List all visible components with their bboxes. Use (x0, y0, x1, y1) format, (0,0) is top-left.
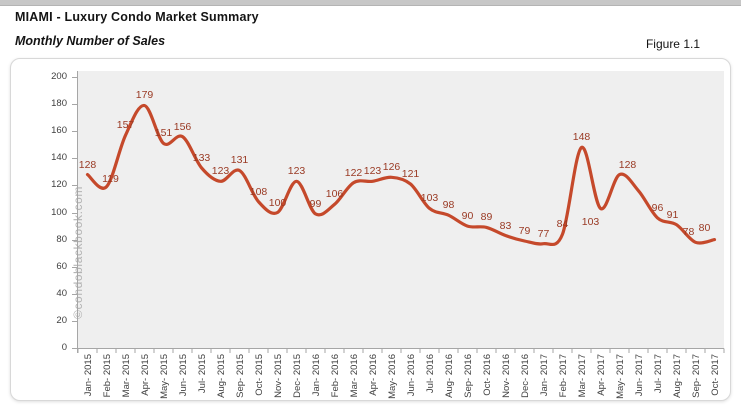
data-point-label: 106 (325, 188, 344, 201)
data-point-label: 133 (192, 151, 211, 164)
x-tick-label: Feb- 2016 (329, 354, 341, 398)
x-tick-label: Sep- 2017 (690, 354, 702, 398)
x-tick-label: Jan- 2016 (310, 354, 322, 397)
y-tick-label: 20 (56, 314, 67, 326)
x-tick-label: Oct- 2016 (481, 354, 493, 396)
data-point-label: 89 (480, 211, 493, 224)
data-point-label: 78 (682, 226, 695, 239)
x-tick-label: Jan- 2017 (538, 354, 550, 397)
data-point-label: 77 (537, 227, 550, 240)
y-tick-label: 180 (51, 98, 67, 110)
x-tick-label: Feb- 2017 (557, 354, 569, 398)
data-point-label: 123 (211, 165, 230, 178)
x-tick-label: Aug- 2016 (443, 354, 455, 398)
x-tick-label: Aug- 2015 (215, 354, 227, 398)
x-tick-label: Apr- 2015 (139, 354, 151, 396)
x-tick-label: Jul- 2016 (424, 354, 436, 394)
data-point-label: 80 (698, 221, 711, 234)
data-point-label: 108 (249, 185, 268, 198)
data-point-label: 83 (499, 219, 512, 232)
data-point-label: 131 (230, 154, 249, 167)
x-tick-label: Jul- 2015 (196, 354, 208, 394)
y-tick-label: 140 (51, 152, 67, 164)
data-point-label: 126 (382, 161, 401, 174)
sales-line-series (85, 103, 717, 247)
data-point-label: 100 (268, 196, 287, 209)
data-point-label: 99 (309, 197, 322, 210)
x-tick-label: Oct- 2017 (709, 354, 721, 396)
data-point-label: 91 (666, 208, 679, 221)
y-tick-label: 200 (51, 71, 67, 82)
x-tick-label: Mar- 2017 (576, 354, 588, 398)
data-point-label: 121 (401, 168, 420, 181)
x-tick-label: Mar- 2016 (348, 354, 360, 398)
plot-area (78, 71, 724, 348)
chart-panel: ©condoblackbook.com 02040608010012014016… (10, 58, 731, 401)
y-tick-label: 160 (51, 125, 67, 137)
x-tick-label: Jun- 2015 (177, 354, 189, 397)
data-point-label: 157 (116, 119, 135, 132)
sales-line-chart (72, 71, 725, 353)
data-point-label: 103 (420, 192, 439, 205)
data-point-label: 128 (78, 158, 97, 171)
x-tick-label: Jun- 2017 (633, 354, 645, 397)
x-tick-label: Nov- 2015 (272, 354, 284, 398)
x-tick-label: May- 2017 (614, 354, 626, 399)
x-tick-label: Sep- 2015 (234, 354, 246, 398)
x-tick-label: Aug- 2017 (671, 354, 683, 398)
y-tick-label: 40 (56, 287, 67, 299)
x-tick-label: Sep- 2016 (462, 354, 474, 398)
data-point-label: 119 (102, 172, 119, 185)
data-point-label: 79 (518, 224, 531, 237)
figure-label: Figure 1.1 (645, 37, 700, 51)
data-point-label: 123 (363, 165, 382, 178)
x-tick-label: Jun- 2016 (405, 354, 417, 397)
report-title: MIAMI - Luxury Condo Market Summary (15, 10, 259, 24)
x-tick-label: Jan- 2015 (82, 354, 94, 397)
window-top-strip (0, 0, 741, 6)
x-tick-label: Mar- 2015 (120, 354, 132, 398)
y-tick-label: 80 (56, 233, 67, 245)
data-point-label: 151 (154, 127, 173, 140)
chart-subtitle: Monthly Number of Sales (15, 34, 166, 48)
x-tick-label: Apr- 2017 (595, 354, 607, 396)
x-tick-label: May- 2016 (386, 354, 398, 399)
y-tick-label: 120 (51, 179, 67, 191)
data-point-label: 148 (572, 131, 591, 144)
data-point-label: 128 (618, 158, 637, 171)
data-point-label: 122 (344, 166, 363, 179)
x-tick-label: Dec- 2015 (291, 354, 303, 398)
data-point-label: 96 (651, 201, 664, 214)
x-tick-label: Feb- 2015 (101, 354, 113, 398)
data-point-label: 98 (442, 199, 455, 212)
data-point-label: 156 (173, 120, 192, 133)
x-tick-label: Oct- 2015 (253, 354, 265, 396)
data-point-label: 103 (581, 216, 600, 229)
y-tick-label: 60 (56, 260, 67, 272)
data-point-label: 179 (135, 89, 154, 102)
data-point-label: 123 (287, 165, 306, 178)
x-tick-label: Nov- 2016 (500, 354, 512, 398)
data-point-label: 84 (556, 218, 569, 231)
x-tick-label: May- 2015 (158, 354, 170, 399)
x-tick-label: Dec- 2016 (519, 354, 531, 398)
y-tick-label: 0 (61, 342, 67, 353)
y-tick-label: 100 (51, 206, 67, 218)
data-point-label: 90 (461, 210, 474, 223)
x-tick-label: Apr- 2016 (367, 354, 379, 396)
x-tick-label: Jul- 2017 (652, 354, 664, 394)
